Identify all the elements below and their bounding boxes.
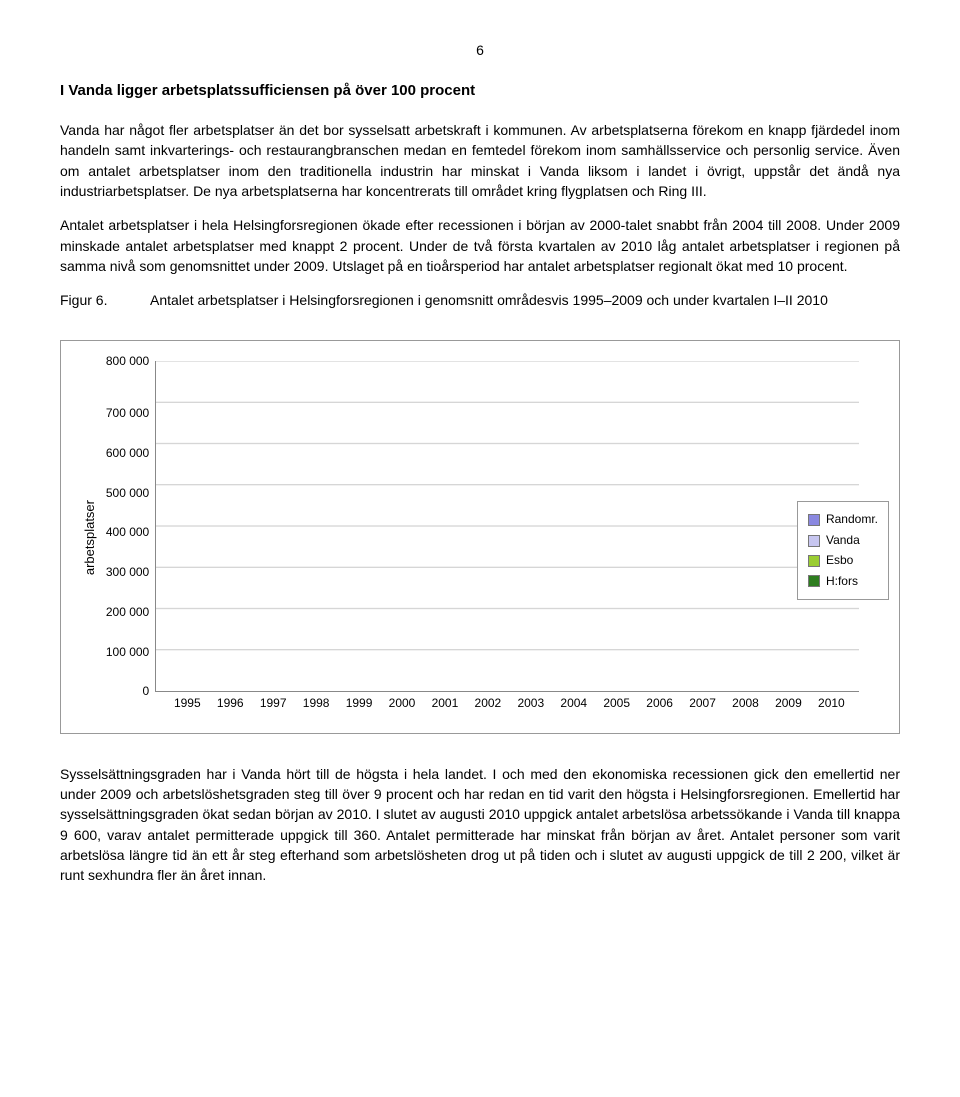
x-tick: 2008 [732, 695, 760, 712]
y-tick: 200 000 [106, 606, 149, 618]
figure-caption-text: Antalet arbetsplatser i Helsingforsregio… [150, 290, 828, 310]
legend-swatch [808, 514, 820, 526]
page-number: 6 [60, 40, 900, 60]
x-tick: 2001 [431, 695, 459, 712]
legend-label: Esbo [826, 552, 853, 569]
x-tick: 2010 [817, 695, 845, 712]
y-tick: 800 000 [106, 355, 149, 367]
legend-label: H:fors [826, 573, 858, 590]
y-tick: 500 000 [106, 487, 149, 499]
x-tick: 2006 [646, 695, 674, 712]
y-tick: 400 000 [106, 526, 149, 538]
y-tick: 0 [143, 685, 150, 697]
x-tick: 2002 [474, 695, 502, 712]
legend-item-hfors: H:fors [808, 573, 878, 590]
figure-label: Figur 6. [60, 290, 150, 310]
x-tick: 1999 [345, 695, 373, 712]
legend-swatch [808, 575, 820, 587]
legend-item-esbo: Esbo [808, 552, 878, 569]
legend-label: Vanda [826, 532, 860, 549]
section-heading: I Vanda ligger arbetsplatssufficiensen p… [60, 80, 900, 102]
y-axis-label: arbetsplatser [81, 500, 100, 575]
x-tick: 2009 [774, 695, 802, 712]
y-axis-ticks: 800 000700 000600 000500 000400 000300 0… [106, 361, 155, 691]
x-tick: 1995 [173, 695, 201, 712]
x-axis-ticks: 1995 1996 1997 1998 1999 2000 2001 2002 2003 2004… [160, 691, 859, 712]
y-tick: 300 000 [106, 566, 149, 578]
x-tick: 2003 [517, 695, 545, 712]
y-tick: 600 000 [106, 447, 149, 459]
chart: arbetsplatser 800 000 700 000 600 000 500 0… [60, 340, 900, 733]
legend-label: Randomr. [826, 511, 878, 528]
figure-caption: Figur 6. Antalet arbetsplatser i Helsing… [60, 290, 900, 310]
paragraph-2: Antalet arbetsplatser i hela Helsingfors… [60, 215, 900, 276]
x-tick: 1997 [259, 695, 287, 712]
legend-item-randomr: Randomr. [808, 511, 878, 528]
x-tick: 1996 [216, 695, 244, 712]
y-tick: 100 000 [106, 646, 149, 658]
legend-item-vanda: Vanda [808, 532, 878, 549]
bars-container [155, 361, 859, 692]
paragraph-3: Sysselsättningsgraden har i Vanda hört t… [60, 764, 900, 886]
legend-swatch [808, 535, 820, 547]
x-tick: 2004 [560, 695, 588, 712]
y-tick: 700 000 [106, 407, 149, 419]
x-tick: 2007 [689, 695, 717, 712]
x-tick: 1998 [302, 695, 330, 712]
x-tick: 2005 [603, 695, 631, 712]
legend-swatch [808, 555, 820, 567]
chart-legend: Randomr. Vanda Esbo H:fors [797, 501, 889, 600]
x-tick: 2000 [388, 695, 416, 712]
paragraph-1: Vanda har något fler arbetsplatser än de… [60, 120, 900, 201]
